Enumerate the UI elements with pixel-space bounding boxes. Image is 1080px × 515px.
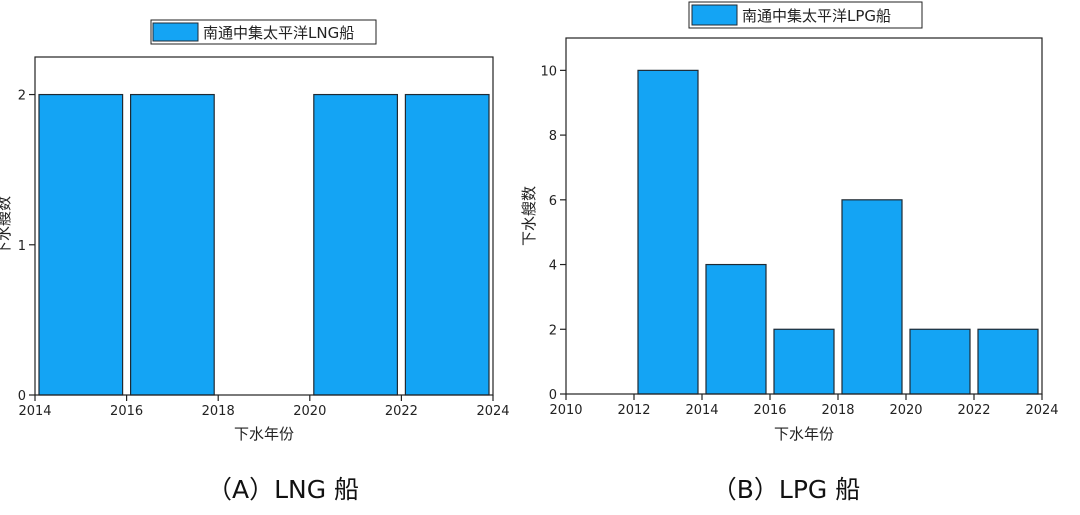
lpg-x-tick-label: 2012 [617, 403, 650, 418]
lng-bar-1 [130, 93, 215, 396]
lng-legend-label: 南通中集太平洋LNG船 [203, 24, 354, 42]
lng-x-tick-label: 2020 [293, 404, 326, 419]
lng-y-tick-label: 1 [18, 239, 26, 254]
lng-bar-4 [404, 93, 490, 396]
lpg-x-tick-label: 2018 [821, 403, 854, 418]
lpg-legend-label: 南通中集太平洋LPG船 [742, 7, 891, 25]
lng-x-tick-label: 2022 [385, 404, 418, 419]
lpg-x-tick-label: 2022 [957, 403, 990, 418]
lng-x-tick-label: 2024 [476, 404, 509, 419]
lpg-x-tick-label: 2024 [1025, 403, 1058, 418]
lpg-bar-2 [705, 263, 767, 395]
lpg-x-tick-label: 2010 [549, 403, 582, 418]
lpg-y-tick-label: 2 [549, 323, 557, 338]
lng-x-tick-label: 2014 [18, 404, 51, 419]
lpg-x-tick-label: 2014 [685, 403, 718, 418]
caption-b: （B）LPG 船 [711, 475, 861, 504]
lng-y-tick-label: 2 [18, 89, 26, 104]
lpg-x-tick-label: 2020 [889, 403, 922, 418]
lpg-y-axis-label: 下水艘数 [520, 186, 538, 246]
lpg-x-tick-label: 2016 [753, 403, 786, 418]
lpg-bar-6 [977, 328, 1039, 395]
lpg-y-tick-label: 6 [549, 194, 557, 209]
lpg-y-tick-label: 8 [549, 129, 557, 144]
lng-x-axis-label: 下水年份 [234, 425, 294, 443]
lpg-y-tick-label: 0 [549, 388, 557, 403]
lpg-plot-frame [565, 37, 1043, 395]
lpg-bar-1 [637, 69, 699, 395]
lng-x-tick-label: 2016 [110, 404, 143, 419]
lng-x-tick-label: 2018 [202, 404, 235, 419]
lpg-x-axis-label: 下水年份 [774, 425, 834, 443]
lpg-bar-3 [773, 328, 835, 395]
lpg-legend-swatch [691, 4, 738, 26]
lng-bar-0 [38, 93, 124, 396]
lng-plot-frame [34, 56, 494, 396]
lng-legend-swatch [152, 22, 199, 42]
lpg-bar-5 [909, 328, 971, 395]
lng-y-tick-label: 0 [18, 389, 26, 404]
lpg-bar-4 [841, 199, 903, 395]
caption-a: （A）LNG 船 [206, 475, 360, 504]
lpg-y-tick-label: 10 [540, 64, 557, 79]
lng-bar-3 [313, 93, 398, 396]
lpg-y-tick-label: 4 [549, 259, 557, 274]
lng-y-axis-label: 下水艘数 [0, 196, 13, 256]
